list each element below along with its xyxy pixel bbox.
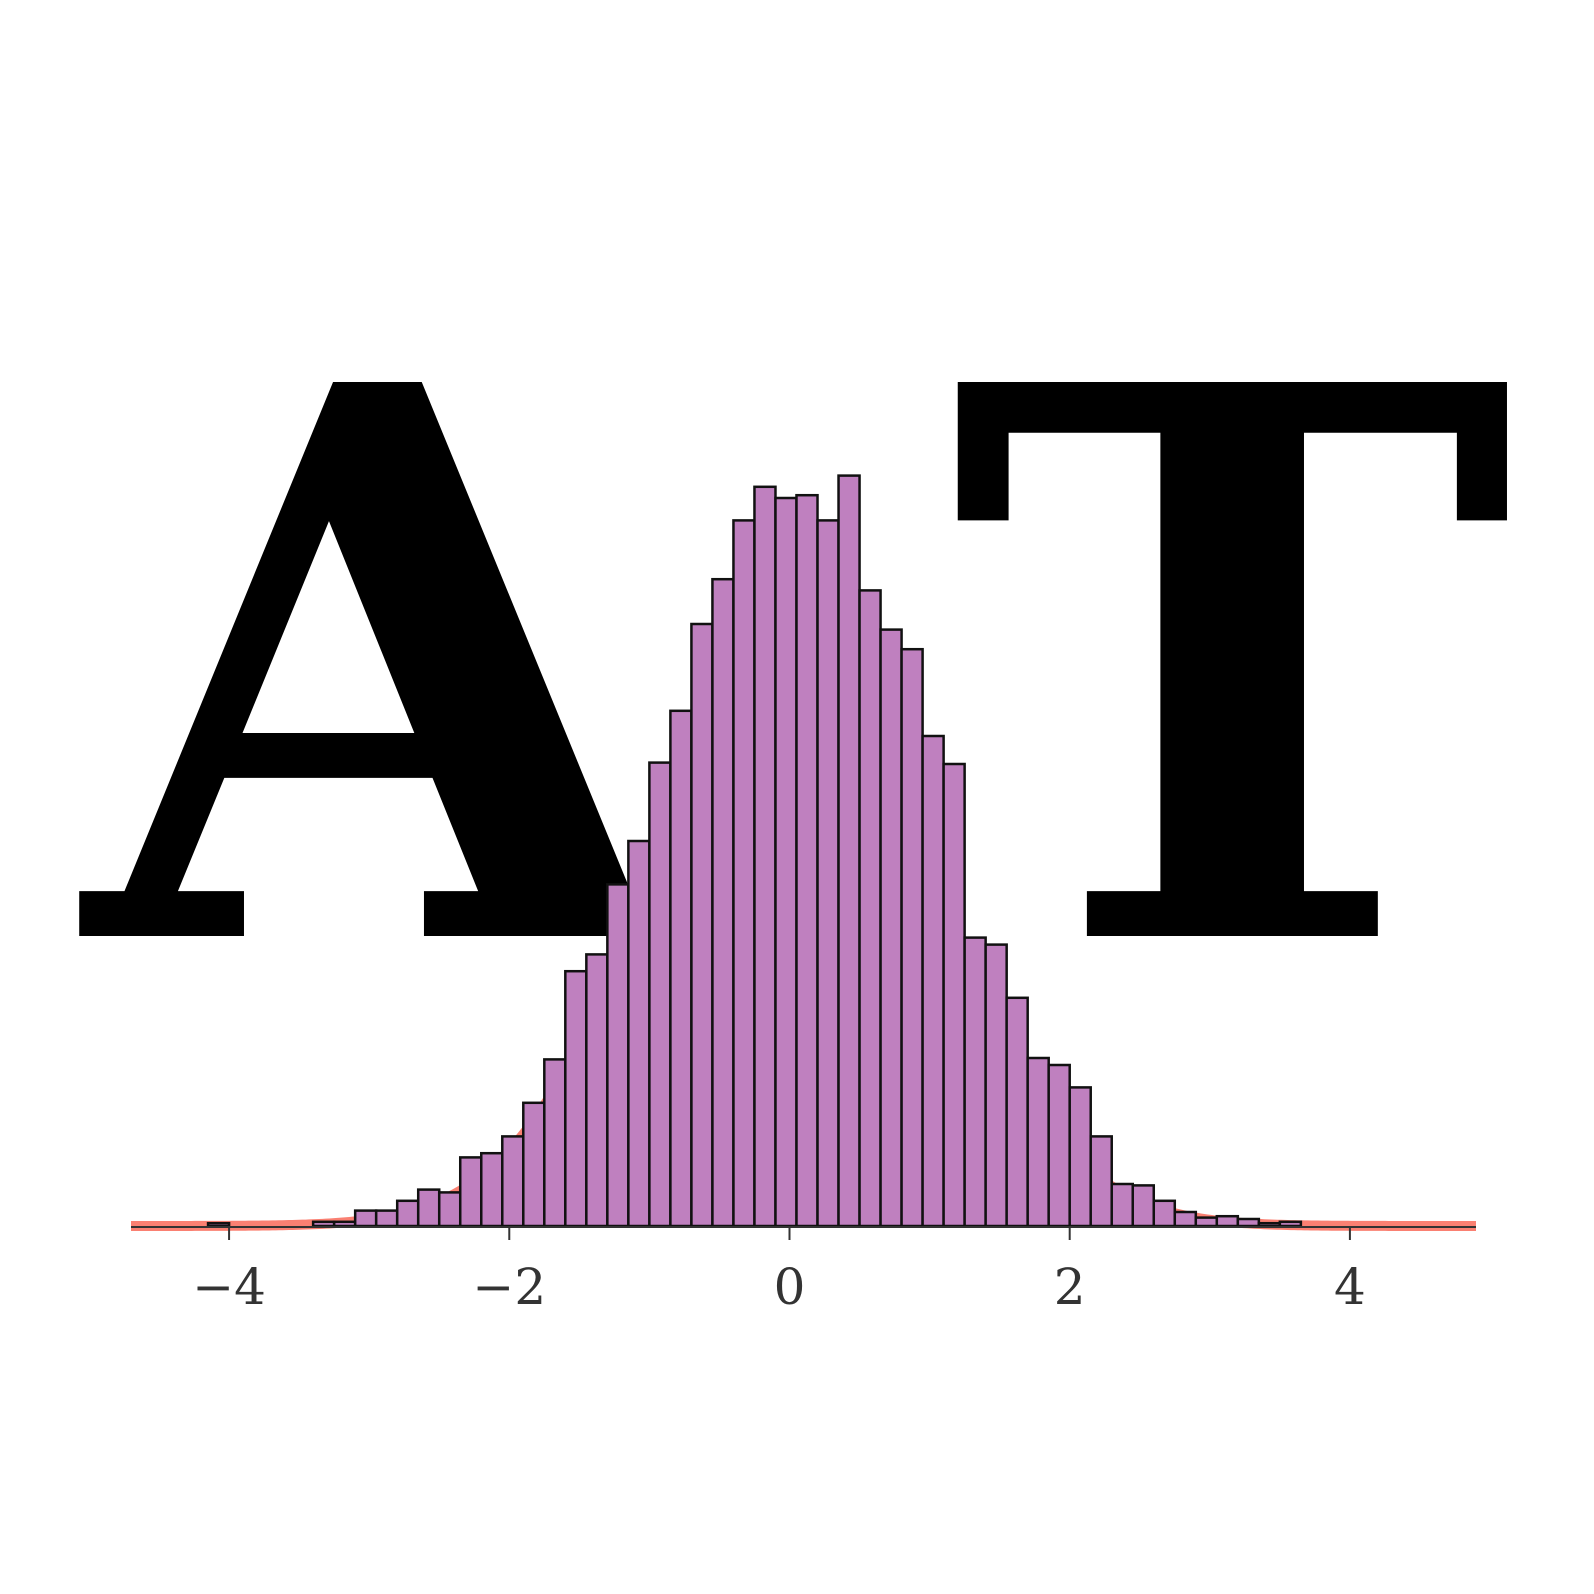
histogram-bar [374, 1209, 399, 1228]
histogram-bar [1257, 1221, 1282, 1228]
histogram-bar [1026, 1056, 1050, 1228]
histogram-bar [1236, 1217, 1261, 1228]
histogram-bar [753, 485, 777, 1228]
histogram-bar [648, 761, 672, 1228]
histogram-bar [627, 839, 651, 1228]
histogram-bar [1068, 1086, 1092, 1228]
x-tick-label: 4 [1334, 1258, 1366, 1316]
histogram-bar [395, 1199, 420, 1228]
histogram-bar [437, 1191, 462, 1228]
logo-letter-t: T [949, 223, 1515, 1116]
x-tick-label: 2 [1054, 1258, 1086, 1316]
histogram-bar [1131, 1184, 1156, 1228]
histogram-bar [1005, 996, 1029, 1228]
histogram-bar [711, 577, 735, 1228]
histogram-bar [795, 493, 819, 1228]
histogram-bar [480, 1151, 504, 1228]
histogram-bar [416, 1188, 441, 1228]
histogram-bar [585, 953, 609, 1228]
histogram-bar [1173, 1210, 1198, 1228]
x-tick-label: 0 [774, 1258, 806, 1316]
histogram-bar [1215, 1214, 1240, 1228]
histogram-bar [1278, 1220, 1303, 1228]
histogram-bar [690, 622, 714, 1228]
histogram-bar [332, 1220, 357, 1228]
histogram-bar [458, 1156, 483, 1228]
histogram-bar [900, 647, 924, 1228]
histogram-bar [501, 1135, 525, 1228]
histogram-bar [311, 1220, 336, 1228]
histogram-bar [1110, 1182, 1134, 1228]
histogram-bar [732, 519, 756, 1228]
histogram-bar [942, 762, 966, 1228]
histogram-bar [564, 969, 588, 1228]
histogram-bar [858, 589, 882, 1228]
histogram-bar [669, 709, 693, 1228]
histogram-bar [1089, 1135, 1113, 1228]
histogram-bar [963, 936, 987, 1228]
histogram-bar [206, 1221, 231, 1228]
x-tick-label: −4 [192, 1258, 266, 1316]
histogram-bars [206, 474, 1303, 1228]
histogram-bar [879, 628, 903, 1228]
histogram-bar [984, 943, 1008, 1228]
x-axis: −4 −2 0 2 4 [131, 1226, 1476, 1316]
logo: A T [73, 223, 1514, 1116]
histogram-bar [837, 474, 861, 1228]
histogram-bar [1047, 1063, 1071, 1228]
histogram-bar [921, 734, 945, 1228]
histogram-bar [543, 1058, 567, 1228]
histogram-bar [353, 1209, 378, 1228]
histogram-bar [522, 1101, 546, 1228]
histogram-bar [816, 519, 840, 1228]
histogram-bar [1152, 1199, 1177, 1228]
x-tick-label: −2 [472, 1258, 546, 1316]
histogram-bar [606, 883, 630, 1228]
histogram-bar [1194, 1216, 1219, 1228]
histogram-bar [774, 496, 798, 1228]
